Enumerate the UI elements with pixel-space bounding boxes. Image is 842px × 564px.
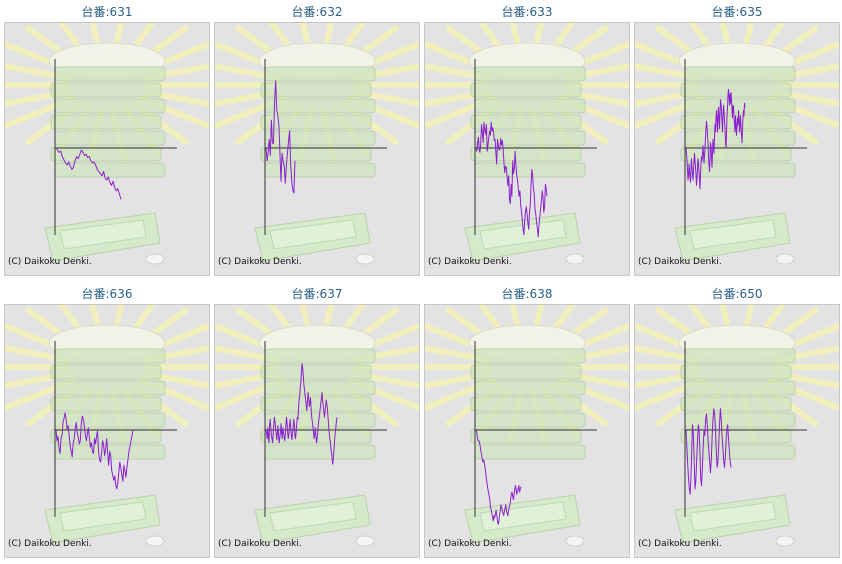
- chart-title: 台番:650: [711, 287, 763, 301]
- chart-title: 台番:637: [291, 287, 343, 301]
- chart-svg: [635, 305, 839, 547]
- background-artwork: [215, 305, 419, 547]
- chart-title: 台番:635: [711, 5, 763, 19]
- series-line: [685, 408, 732, 495]
- chart-svg: [5, 305, 209, 547]
- chart-panel: (C) Daikoku Denki.: [634, 22, 840, 276]
- chart-panel: (C) Daikoku Denki.: [424, 22, 630, 276]
- chart-panel: (C) Daikoku Denki.: [424, 304, 630, 558]
- copyright-text: (C) Daikoku Denki.: [428, 539, 512, 549]
- chart-panel: (C) Daikoku Denki.: [214, 304, 420, 558]
- chart-panel: (C) Daikoku Denki.: [4, 22, 210, 276]
- chart-title: 台番:638: [501, 287, 553, 301]
- copyright-text: (C) Daikoku Denki.: [8, 257, 92, 267]
- chart-svg: [425, 23, 629, 265]
- series-line: [55, 412, 134, 490]
- background-artwork: [635, 23, 839, 265]
- series-line: [265, 80, 296, 194]
- chart-svg: [215, 23, 419, 265]
- chart-svg: [635, 23, 839, 265]
- background-artwork: [635, 305, 839, 547]
- background-artwork: [215, 23, 419, 265]
- copyright-text: (C) Daikoku Denki.: [218, 539, 302, 549]
- series-line: [265, 363, 338, 465]
- series-line: [475, 121, 548, 238]
- chart-title: 台番:631: [81, 5, 133, 19]
- background-artwork: [425, 305, 629, 547]
- chart-title: 台番:636: [81, 287, 133, 301]
- chart-panel: (C) Daikoku Denki.: [4, 304, 210, 558]
- chart-svg: [5, 23, 209, 265]
- series-line: [475, 429, 522, 525]
- copyright-text: (C) Daikoku Denki.: [8, 539, 92, 549]
- chart-svg: [425, 305, 629, 547]
- series-line: [685, 88, 746, 190]
- chart-panel: (C) Daikoku Denki.: [634, 304, 840, 558]
- chart-svg: [215, 305, 419, 547]
- background-artwork: [5, 305, 209, 547]
- copyright-text: (C) Daikoku Denki.: [218, 257, 302, 267]
- background-artwork: [5, 23, 209, 265]
- background-artwork: [425, 23, 629, 265]
- chart-title: 台番:633: [501, 5, 553, 19]
- series-line: [55, 147, 122, 200]
- copyright-text: (C) Daikoku Denki.: [638, 539, 722, 549]
- chart-title: 台番:632: [291, 5, 343, 19]
- chart-panel: (C) Daikoku Denki.: [214, 22, 420, 276]
- copyright-text: (C) Daikoku Denki.: [428, 257, 512, 267]
- copyright-text: (C) Daikoku Denki.: [638, 257, 722, 267]
